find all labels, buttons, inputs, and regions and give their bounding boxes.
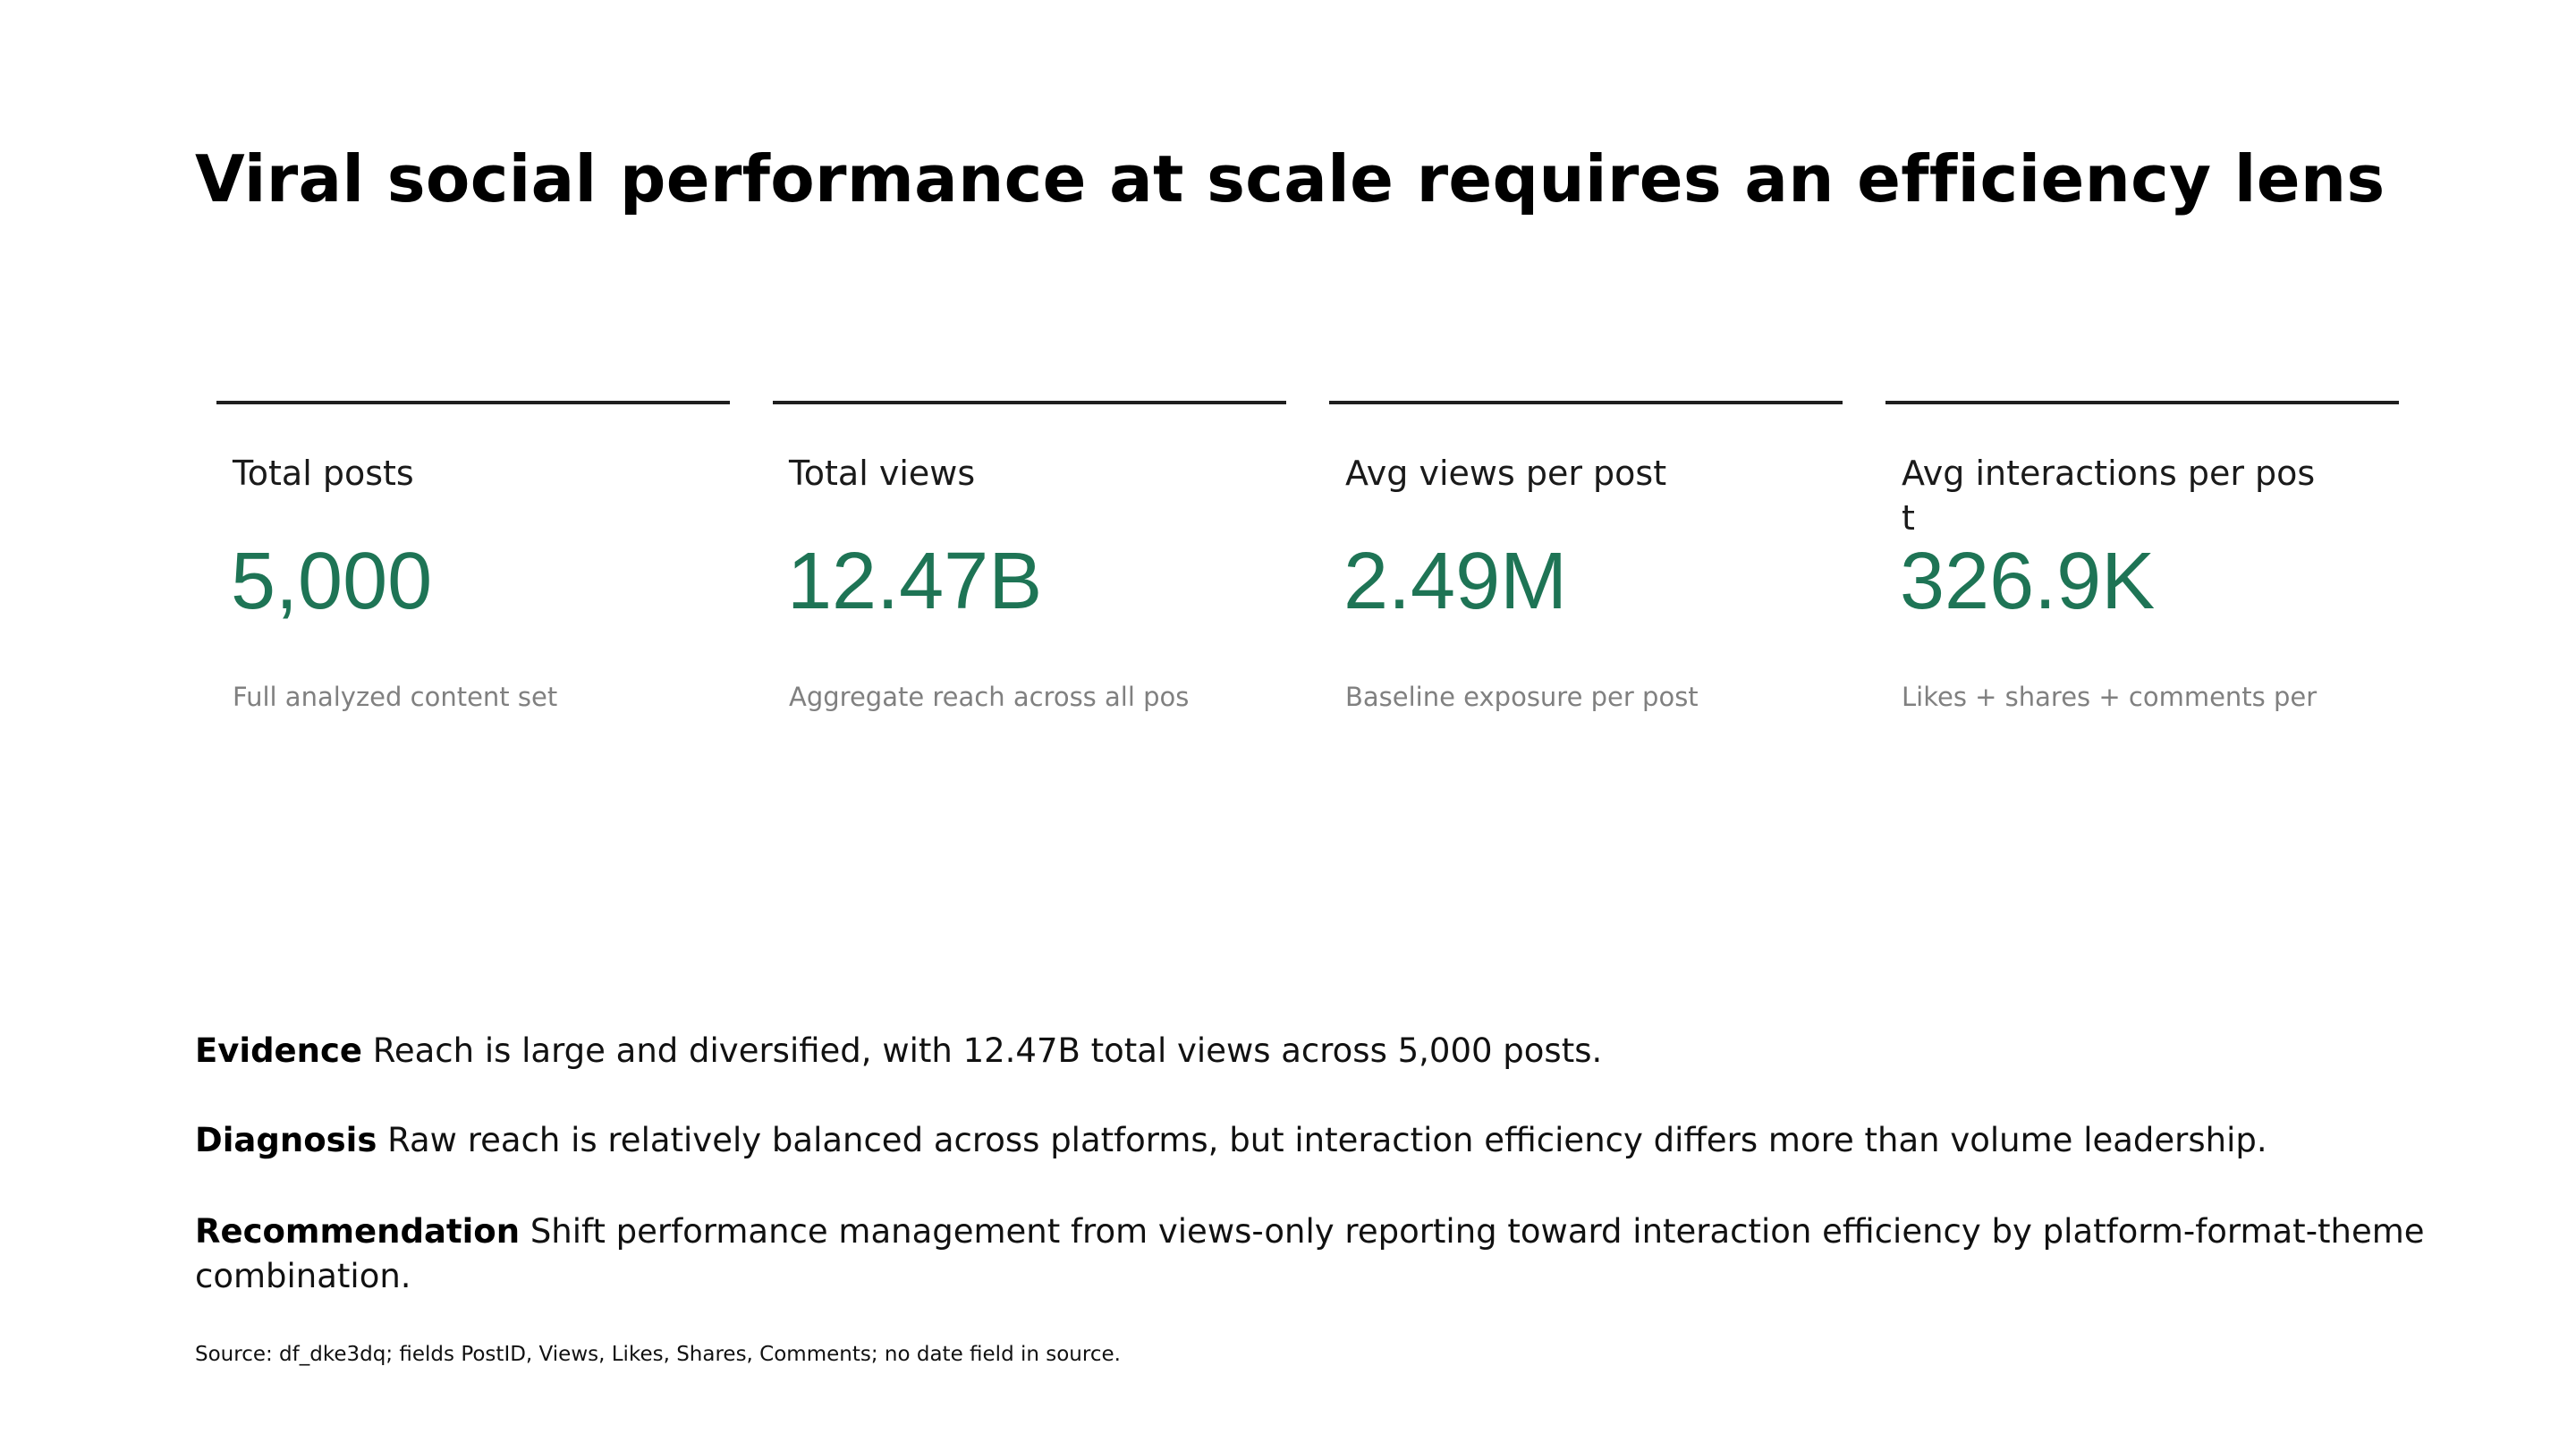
kpi-label: Total views: [789, 454, 976, 493]
recommendation-text: Shift performance management from views-…: [195, 1212, 2425, 1295]
evidence-label: Evidence: [195, 1031, 363, 1070]
page-title: Viral social performance at scale requir…: [195, 141, 2385, 216]
kpi-note: Baseline exposure per post: [1345, 682, 1699, 712]
kpi-value: 12.47B: [787, 537, 1043, 626]
source-note: Source: df_dke3dq; fields PostID, Views,…: [195, 1343, 1121, 1366]
kpi-card-total-views: Total views 12.47B Aggregate reach acros…: [773, 401, 1286, 744]
recommendation-paragraph: Recommendation Shift performance managem…: [195, 1209, 2431, 1299]
evidence-text: Reach is large and diversified, with 12.…: [362, 1031, 1603, 1070]
recommendation-label: Recommendation: [195, 1212, 521, 1251]
evidence-paragraph: Evidence Reach is large and diversified,…: [195, 1029, 2431, 1073]
diagnosis-text: Raw reach is relatively balanced across …: [377, 1121, 2267, 1159]
kpi-label: Total posts: [233, 454, 414, 493]
kpi-label: Avg interactions per post: [1902, 454, 2316, 538]
kpi-card-avg-interactions: Avg interactions per post 326.9K Likes +…: [1885, 401, 2399, 744]
kpi-label: Avg views per post: [1345, 454, 1667, 493]
kpi-value: 326.9K: [1900, 537, 2156, 626]
kpi-note: Likes + shares + comments per p: [1902, 682, 2322, 712]
kpi-value: 5,000: [231, 537, 433, 626]
diagnosis-paragraph: Diagnosis Raw reach is relatively balanc…: [195, 1118, 2431, 1163]
kpi-card-total-posts: Total posts 5,000 Full analyzed content …: [216, 401, 730, 744]
kpi-value: 2.49M: [1343, 537, 1568, 626]
kpi-card-avg-views: Avg views per post 2.49M Baseline exposu…: [1329, 401, 1843, 744]
diagnosis-label: Diagnosis: [195, 1121, 377, 1159]
kpi-note: Full analyzed content set: [233, 682, 558, 712]
kpi-note: Aggregate reach across all pos: [789, 682, 1190, 712]
